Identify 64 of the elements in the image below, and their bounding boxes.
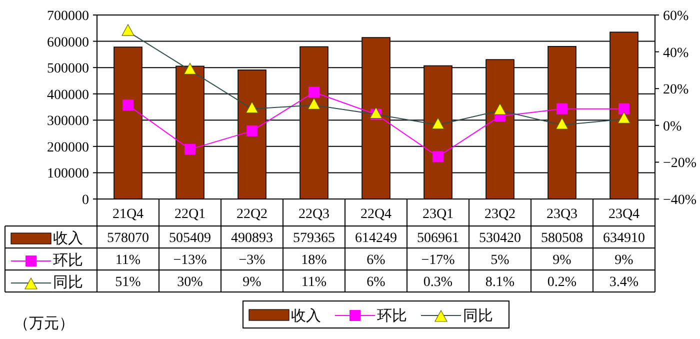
data-label: 506961 bbox=[417, 231, 459, 246]
y-tick-label: 600000 bbox=[47, 35, 89, 50]
data-label: 0.3% bbox=[423, 275, 453, 290]
data-label: 578070 bbox=[107, 231, 149, 246]
data-label: 530420 bbox=[479, 231, 521, 246]
legend-label: 同比 bbox=[53, 274, 83, 291]
text: 收入 bbox=[291, 308, 321, 324]
point bbox=[184, 144, 196, 155]
legend-label: 收入 bbox=[53, 230, 83, 247]
point bbox=[432, 151, 444, 162]
y2-tick-label: 40% bbox=[663, 46, 689, 61]
y-tick-label: 500000 bbox=[47, 62, 89, 77]
y2-tick-label: 60% bbox=[663, 9, 689, 24]
point bbox=[246, 125, 258, 136]
y2-tick-label: −40% bbox=[663, 193, 697, 208]
x-tick-label: 23Q3 bbox=[546, 207, 578, 222]
data-label: 505409 bbox=[169, 231, 211, 246]
y-tick-label: 200000 bbox=[47, 140, 89, 156]
point bbox=[308, 86, 320, 98]
x-tick-label: 22Q1 bbox=[174, 207, 206, 222]
data-label: 9% bbox=[552, 253, 572, 268]
data-label: 614249 bbox=[355, 231, 397, 246]
data-label: −17% bbox=[421, 253, 456, 268]
data-label: 0.2% bbox=[547, 275, 577, 290]
text: 同比 bbox=[463, 308, 493, 324]
data-label: −13% bbox=[173, 253, 208, 268]
data-label: 6% bbox=[366, 253, 386, 268]
data-label: 9% bbox=[242, 275, 262, 290]
x-tick-label: 22Q4 bbox=[360, 207, 392, 222]
data-label: 580508 bbox=[541, 231, 583, 246]
data-label: 490893 bbox=[231, 231, 273, 246]
x-tick-label: 23Q4 bbox=[608, 207, 640, 222]
data-label: 9% bbox=[614, 253, 634, 268]
x-tick-label: 22Q2 bbox=[236, 207, 268, 222]
data-label: 8.1% bbox=[485, 275, 515, 290]
y-tick-label: 700000 bbox=[47, 9, 89, 24]
y-tick-label: 400000 bbox=[47, 88, 89, 103]
data-label: 579365 bbox=[293, 231, 335, 246]
y2-tick-label: 0% bbox=[663, 119, 682, 134]
text: （万元） bbox=[14, 316, 74, 332]
data-label: 11% bbox=[115, 253, 141, 268]
y2-tick-label: −20% bbox=[663, 156, 697, 172]
data-label: 634910 bbox=[603, 231, 645, 246]
x-tick-label: 22Q3 bbox=[298, 207, 330, 222]
data-label: 51% bbox=[115, 275, 142, 290]
y-tick-label: 100000 bbox=[47, 166, 89, 182]
x-tick-label: 23Q1 bbox=[422, 207, 454, 222]
data-label: 18% bbox=[301, 253, 328, 268]
y2-tick-label: 20% bbox=[663, 82, 689, 98]
legend-label: 环比 bbox=[53, 252, 83, 269]
data-label: 11% bbox=[301, 275, 327, 290]
point bbox=[122, 100, 134, 111]
x-tick-label: 21Q4 bbox=[112, 207, 144, 222]
data-label: 5% bbox=[490, 253, 510, 268]
data-label: 6% bbox=[366, 275, 386, 290]
data-label: −3% bbox=[238, 253, 266, 268]
data-label: 3.4% bbox=[609, 275, 639, 290]
point bbox=[618, 103, 630, 114]
y-tick-label: 0 bbox=[82, 193, 89, 208]
point bbox=[556, 103, 568, 114]
y-tick-label: 300000 bbox=[47, 114, 89, 130]
text: 环比 bbox=[377, 308, 407, 324]
x-tick-label: 23Q2 bbox=[484, 207, 516, 222]
data-label: 30% bbox=[177, 275, 204, 290]
